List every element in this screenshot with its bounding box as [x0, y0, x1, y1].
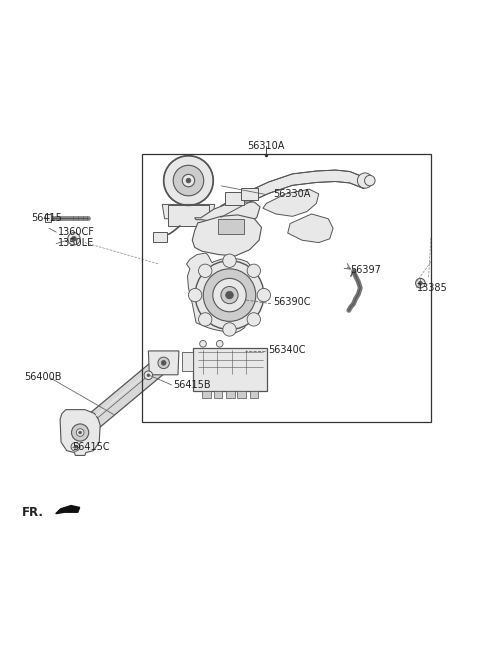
Circle shape: [221, 286, 238, 304]
Circle shape: [247, 264, 261, 277]
Circle shape: [76, 429, 84, 436]
Polygon shape: [187, 253, 255, 333]
Text: 56397: 56397: [350, 265, 381, 275]
Text: 56415: 56415: [31, 213, 62, 223]
Polygon shape: [288, 214, 333, 242]
Bar: [181, 352, 193, 371]
Circle shape: [358, 173, 372, 188]
Polygon shape: [263, 189, 319, 216]
Circle shape: [164, 156, 213, 206]
Bar: [225, 192, 244, 206]
Circle shape: [213, 279, 246, 312]
Polygon shape: [74, 356, 169, 439]
Circle shape: [364, 175, 375, 186]
Circle shape: [72, 424, 89, 441]
Circle shape: [416, 279, 425, 288]
Bar: [214, 390, 222, 397]
Bar: [153, 232, 167, 242]
Circle shape: [216, 340, 223, 347]
Circle shape: [189, 288, 202, 302]
Polygon shape: [56, 505, 80, 514]
Polygon shape: [195, 202, 260, 223]
Circle shape: [173, 166, 204, 196]
Text: 56310A: 56310A: [248, 141, 285, 151]
Bar: [193, 348, 267, 390]
Polygon shape: [192, 215, 262, 256]
Text: 56330A: 56330A: [274, 189, 311, 199]
Circle shape: [158, 357, 169, 369]
Bar: [202, 390, 211, 397]
Circle shape: [147, 374, 150, 376]
Circle shape: [200, 340, 206, 347]
Text: 56415B: 56415B: [173, 380, 211, 390]
Text: 56390C: 56390C: [274, 297, 311, 307]
Circle shape: [257, 288, 271, 302]
Text: 56400B: 56400B: [24, 372, 62, 382]
Text: 1360CF: 1360CF: [58, 227, 95, 237]
Bar: [226, 390, 235, 397]
Circle shape: [72, 237, 76, 241]
Circle shape: [419, 281, 422, 285]
Circle shape: [199, 264, 212, 277]
Polygon shape: [168, 206, 208, 226]
Circle shape: [203, 269, 256, 321]
Circle shape: [71, 443, 80, 451]
Polygon shape: [148, 351, 179, 374]
Bar: [142, 154, 431, 422]
Circle shape: [226, 291, 233, 299]
Bar: [250, 390, 258, 397]
Circle shape: [247, 313, 261, 326]
Text: 1350LE: 1350LE: [58, 238, 94, 248]
Text: FR.: FR.: [22, 506, 43, 519]
Circle shape: [223, 323, 236, 336]
Circle shape: [79, 431, 82, 434]
Circle shape: [161, 361, 166, 365]
Polygon shape: [221, 170, 364, 217]
Bar: [45, 214, 51, 221]
Polygon shape: [162, 204, 215, 219]
Bar: [238, 390, 246, 397]
Circle shape: [144, 371, 153, 380]
Text: 13385: 13385: [417, 283, 447, 293]
Circle shape: [223, 254, 236, 267]
Circle shape: [68, 233, 80, 245]
Circle shape: [186, 178, 191, 183]
Polygon shape: [60, 409, 100, 455]
Circle shape: [195, 261, 264, 329]
Bar: [217, 219, 244, 234]
Text: 56340C: 56340C: [269, 345, 306, 355]
Circle shape: [182, 174, 195, 187]
Bar: [241, 188, 258, 200]
Circle shape: [74, 445, 77, 448]
Circle shape: [199, 313, 212, 326]
Text: 56415C: 56415C: [72, 442, 109, 452]
